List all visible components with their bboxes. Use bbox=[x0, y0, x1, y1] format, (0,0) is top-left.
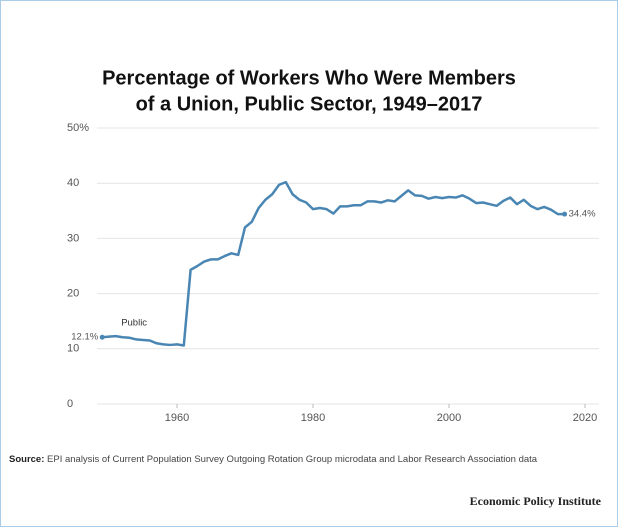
y-tick-label: 10 bbox=[67, 343, 79, 355]
line bbox=[102, 180, 565, 347]
y-tick-label: 50% bbox=[67, 122, 89, 134]
chart-title: Percentage of Workers Who Were Members bbox=[102, 67, 516, 89]
y-tick-label: 30 bbox=[67, 232, 79, 244]
end-point bbox=[99, 334, 105, 340]
source-label: Source: bbox=[9, 454, 45, 465]
source-note: Source: EPI analysis of Current Populati… bbox=[9, 453, 599, 467]
x-tick-label: 2000 bbox=[437, 412, 461, 424]
value-label: 12.1% bbox=[71, 332, 98, 343]
chart: Percentage of Workers Who Were Members o… bbox=[67, 67, 599, 424]
value-label: 34.4% bbox=[569, 209, 596, 220]
chart-title: of a Union, Public Sector, 1949–2017 bbox=[136, 93, 483, 115]
x-tick-label: 2020 bbox=[573, 412, 597, 424]
x-tick-label: 1960 bbox=[165, 412, 189, 424]
source-text: EPI analysis of Current Population Surve… bbox=[47, 454, 538, 465]
end-point bbox=[562, 211, 568, 217]
series-label: Public bbox=[121, 318, 147, 329]
x-tick-label: 1980 bbox=[301, 412, 325, 424]
y-tick-label: 40 bbox=[67, 177, 79, 189]
y-tick-label: 0 bbox=[67, 398, 73, 410]
credit: Economic Policy Institute bbox=[469, 494, 601, 508]
y-tick-label: 20 bbox=[67, 288, 79, 300]
